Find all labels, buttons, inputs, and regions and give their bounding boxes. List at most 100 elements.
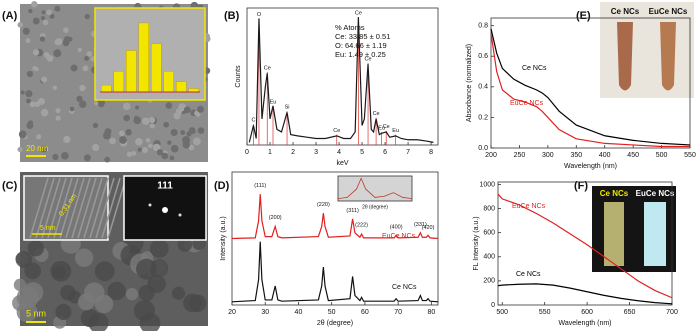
- particle: [25, 38, 31, 44]
- particle: [77, 293, 95, 311]
- particle: [36, 134, 42, 140]
- y-tick-label: 0.2: [478, 114, 488, 121]
- y-tick-label: 200: [483, 278, 495, 285]
- text-box-line: O: 64.66 ± 1.19: [335, 41, 387, 50]
- x-tick-label: 60: [361, 309, 369, 316]
- text-box-line: Eu: 1.49 ± 0.25: [335, 50, 386, 59]
- particle: [41, 10, 46, 15]
- particle: [55, 108, 61, 114]
- particle: [26, 98, 31, 104]
- particle: [147, 143, 153, 149]
- bar: [126, 50, 137, 93]
- particle: [118, 130, 125, 137]
- fringe: [95, 177, 115, 239]
- particle: [94, 261, 115, 282]
- series-line: [337, 177, 413, 200]
- histogram-inset: [94, 7, 206, 101]
- particle: [17, 146, 23, 153]
- x-tick-label: 2: [291, 149, 295, 156]
- x-tick-label: 6: [383, 149, 387, 156]
- annotation: (420): [422, 225, 435, 231]
- y-tick-label: 0: [491, 302, 495, 309]
- plot-frame: [246, 7, 439, 146]
- annotation: (400): [390, 224, 403, 230]
- bar: [138, 22, 149, 93]
- particle: [163, 121, 170, 128]
- particle: [31, 1, 38, 8]
- annotation: Eu: [270, 99, 277, 105]
- series-line: [231, 241, 439, 303]
- x-tick-label: 70: [394, 309, 402, 316]
- vial: [604, 202, 624, 266]
- x-tick-label: 80: [427, 309, 435, 316]
- photo-label: EuCe NCs: [636, 189, 675, 198]
- annotation: Ce: [355, 11, 362, 17]
- particle: [63, 27, 69, 33]
- particle: [50, 260, 72, 282]
- particle: [107, 281, 126, 301]
- particle: [180, 130, 186, 135]
- vial: [644, 202, 666, 266]
- particle: [40, 145, 48, 153]
- particle: [84, 56, 89, 61]
- x-tick-label: 4: [337, 149, 341, 156]
- particle: [123, 114, 131, 122]
- fringe: [53, 177, 73, 239]
- series-label: Ce NCs: [522, 65, 547, 72]
- series-label: EuCe NCs: [510, 100, 544, 107]
- fringe: [47, 177, 67, 239]
- y-tick-label: 800: [483, 205, 495, 212]
- particle: [83, 154, 91, 162]
- annotation: Ce: [264, 65, 271, 71]
- y-axis-label: Counts: [235, 65, 242, 88]
- particle: [147, 274, 166, 293]
- annotation: Ce: [373, 111, 380, 117]
- particle: [26, 70, 33, 78]
- particle: [137, 147, 142, 152]
- bar: [113, 71, 124, 93]
- x-axis-label: Wavelength (nm): [558, 320, 611, 327]
- x-tick-label: 450: [627, 152, 639, 159]
- x-tick-label: 20: [228, 309, 236, 316]
- particle: [183, 106, 191, 114]
- fft-center: [162, 207, 168, 213]
- scale-label: 20 nm: [26, 144, 49, 153]
- x-tick-label: 8: [429, 149, 433, 156]
- particle: [133, 115, 139, 121]
- particle: [24, 262, 42, 280]
- annotation: Ce: [333, 128, 340, 134]
- photo-label: Ce NCs: [600, 189, 629, 198]
- particle: [54, 39, 61, 46]
- x-tick-label: 0: [245, 149, 249, 156]
- particle: [167, 140, 172, 145]
- x-tick-label: 30: [261, 309, 269, 316]
- x-tick-label: 600: [581, 309, 593, 316]
- plot-frame: [490, 17, 691, 149]
- y-axis-label: Absorbance (normalized): [466, 44, 473, 122]
- bar: [176, 81, 187, 93]
- y-axis-label: FL Intensity (a.u.): [473, 216, 480, 270]
- series-line: [231, 194, 439, 240]
- series-line: [497, 193, 673, 299]
- x-tick-label: 200: [485, 152, 497, 159]
- particle: [63, 135, 71, 144]
- particle: [74, 248, 94, 267]
- x-tick-label: 3: [314, 149, 318, 156]
- particle: [52, 153, 59, 161]
- fft-spot: [148, 203, 152, 207]
- particle: [122, 102, 131, 111]
- particle: [34, 66, 39, 72]
- particle: [27, 240, 44, 257]
- particle: [77, 47, 82, 52]
- photo-label: EuCe NCs: [649, 7, 688, 16]
- particle: [52, 85, 58, 90]
- particle: [161, 152, 169, 160]
- particle: [79, 84, 86, 92]
- bar: [101, 84, 112, 93]
- annotation: (331): [414, 222, 427, 228]
- fft-label: 111: [157, 181, 173, 192]
- text-box-line: % Atoms: [335, 23, 365, 32]
- particle: [27, 120, 34, 126]
- x-tick-label: 650: [624, 309, 636, 316]
- particle: [171, 286, 186, 300]
